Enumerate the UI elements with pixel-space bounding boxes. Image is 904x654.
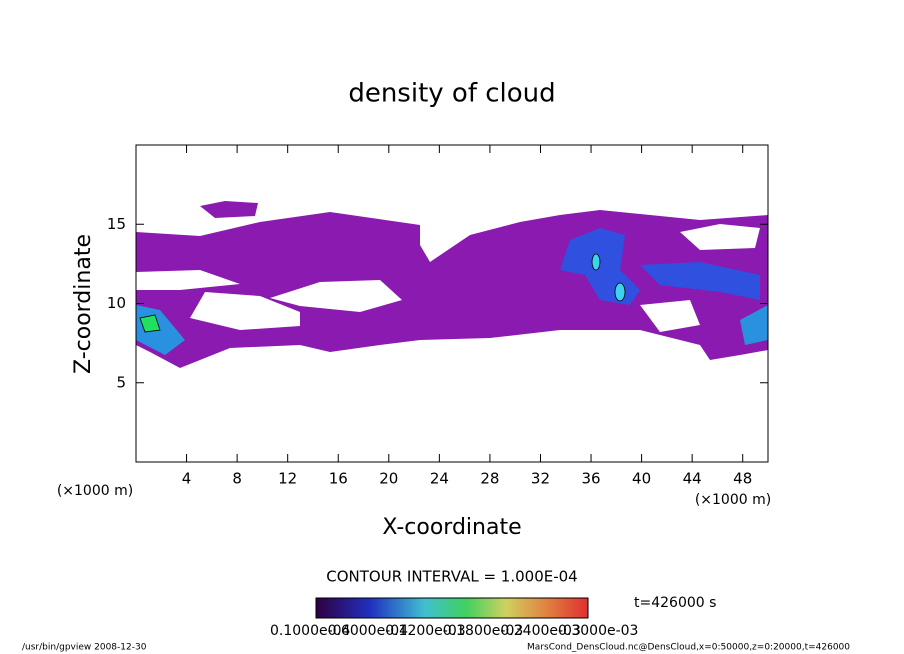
cloud-region (136, 210, 768, 368)
y-tick-label: 5 (116, 373, 126, 391)
x-unit: (×1000 m) (695, 492, 771, 508)
x-tick-label: 36 (581, 470, 600, 488)
y-unit: (×1000 m) (57, 483, 133, 499)
x-tick-label: 16 (329, 470, 348, 488)
clear-region (680, 224, 760, 250)
y-tick-label: 15 (107, 215, 126, 233)
peak-region (591, 253, 601, 271)
peak-region (614, 282, 626, 302)
cloud-region (200, 201, 258, 218)
x-tick-label: 24 (430, 470, 449, 488)
x-tick-label: 40 (632, 470, 651, 488)
colorbar-label: 0.3000e-03 (558, 623, 638, 639)
clear-region (640, 300, 700, 332)
dense-region (740, 305, 768, 345)
clear-region (190, 292, 300, 330)
peak-region (139, 314, 161, 333)
x-tick-label: 12 (278, 470, 297, 488)
y-tick-label: 10 (107, 294, 126, 312)
x-axis-title: X-coordinate (382, 515, 521, 540)
x-tick-label: 8 (232, 470, 242, 488)
contour-field (136, 201, 768, 368)
x-tick-label: 28 (480, 470, 499, 488)
x-tick-label: 44 (683, 470, 702, 488)
x-tick-label: 4 (182, 470, 192, 488)
y-axis-title: Z-coordinate (71, 234, 96, 374)
x-tick-label: 20 (379, 470, 398, 488)
colorbar-label: 0.2400e-03 (500, 623, 580, 639)
colorbar-label: 0.1800e-03 (443, 623, 523, 639)
footer-right: MarsCond_DensCloud.nc@DensCloud,x=0:5000… (527, 643, 850, 653)
dense-region (640, 262, 760, 300)
clear-region (136, 270, 240, 290)
clear-region (270, 280, 402, 312)
contour-interval: CONTOUR INTERVAL = 1.000E-04 (326, 568, 577, 586)
time-label: t=426000 s (634, 595, 716, 611)
colorbar-label: 0.6000e-04 (328, 623, 409, 639)
x-tick-label: 32 (531, 470, 550, 488)
footer-left: /usr/bin/gpview 2008-12-30 (22, 643, 147, 653)
colorbar-label: 0.1000e-04 (270, 623, 351, 639)
x-tick-label: 48 (733, 470, 752, 488)
chart-title: density of cloud (348, 79, 555, 109)
colorbar-label: 0.1200e-03 (385, 623, 465, 639)
colorbar (315, 597, 589, 619)
